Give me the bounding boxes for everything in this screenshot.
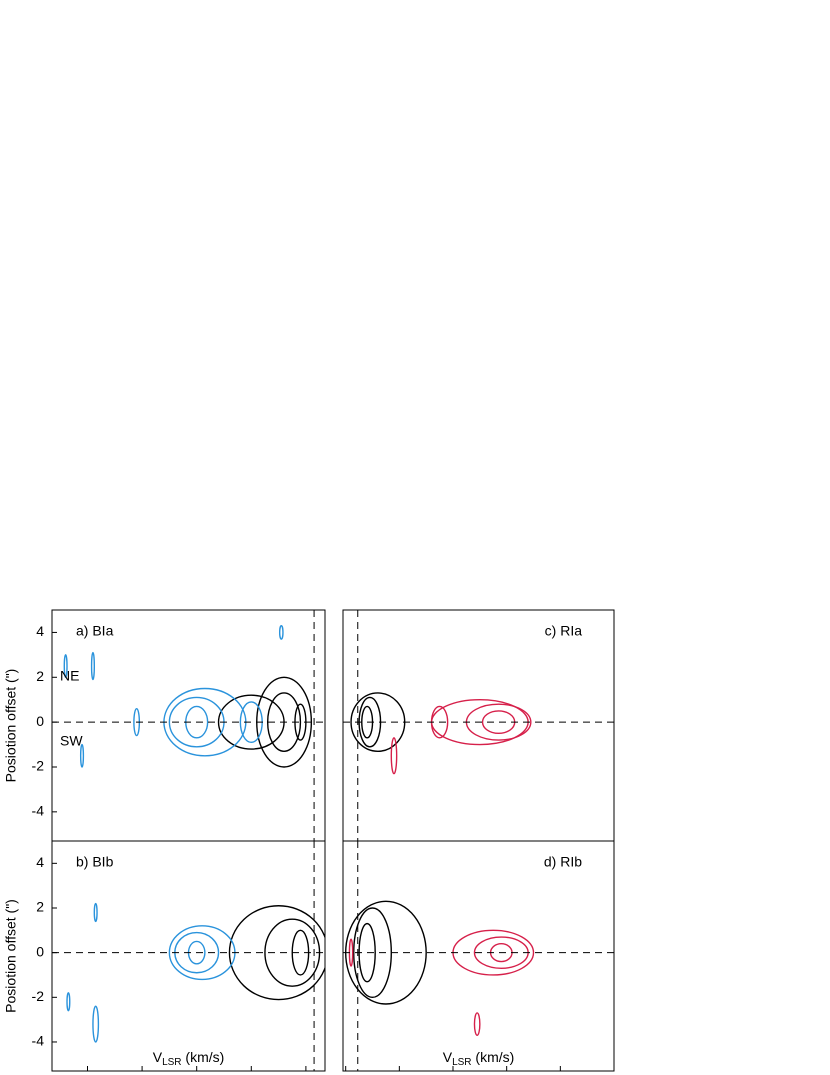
panel-label: a) BIa [76,623,114,639]
panel-frame [342,840,615,1072]
y-tick-label: 2 [36,899,44,915]
y-tick-label: 2 [36,668,44,684]
plot-area [63,624,313,768]
contour [93,902,98,923]
y-tick-label: -4 [32,1033,45,1049]
contour [473,1012,481,1036]
annotation: SW [60,733,83,749]
x-label-rest: (km/s) [472,1049,515,1065]
contour [278,624,284,640]
x-axis-label: VLSR (km/s) [443,1049,515,1068]
x-axis-label: VLSR (km/s) [153,1049,225,1068]
plot-area [66,902,325,1043]
x-label-sub: LSR [162,1057,181,1068]
y-tick-label: -2 [32,758,45,774]
contour [390,737,398,775]
y-axis-label: Posiotion offset (") [3,899,19,1013]
panel-frame [342,609,615,842]
y-tick-label: 4 [36,623,44,639]
x-label-sub: LSR [452,1057,471,1068]
panel-frame [51,840,326,1072]
contour [90,651,96,681]
plot-area [344,900,535,1036]
x-label-main: V [443,1049,453,1065]
annotation: NE [60,668,79,684]
contour [63,654,68,678]
y-tick-label: 0 [36,713,44,729]
y-axis-label: Posiotion offset (") [3,669,19,783]
x-label-rest: (km/s) [182,1049,225,1065]
y-tick-label: -2 [32,988,45,1004]
y-tick-label: -4 [32,803,45,819]
contour [79,743,85,768]
contour [228,905,325,1001]
contour [66,992,71,1012]
contour [92,1005,100,1043]
contour [266,692,302,752]
y-tick-label: 0 [36,943,44,959]
x-label-main: V [153,1049,163,1065]
panel-label: c) RIa [545,623,583,639]
y-tick-label: 4 [36,854,44,870]
panel-label: d) RIb [544,854,582,870]
plot-area [350,692,532,775]
panel-label: b) BIb [76,854,114,870]
